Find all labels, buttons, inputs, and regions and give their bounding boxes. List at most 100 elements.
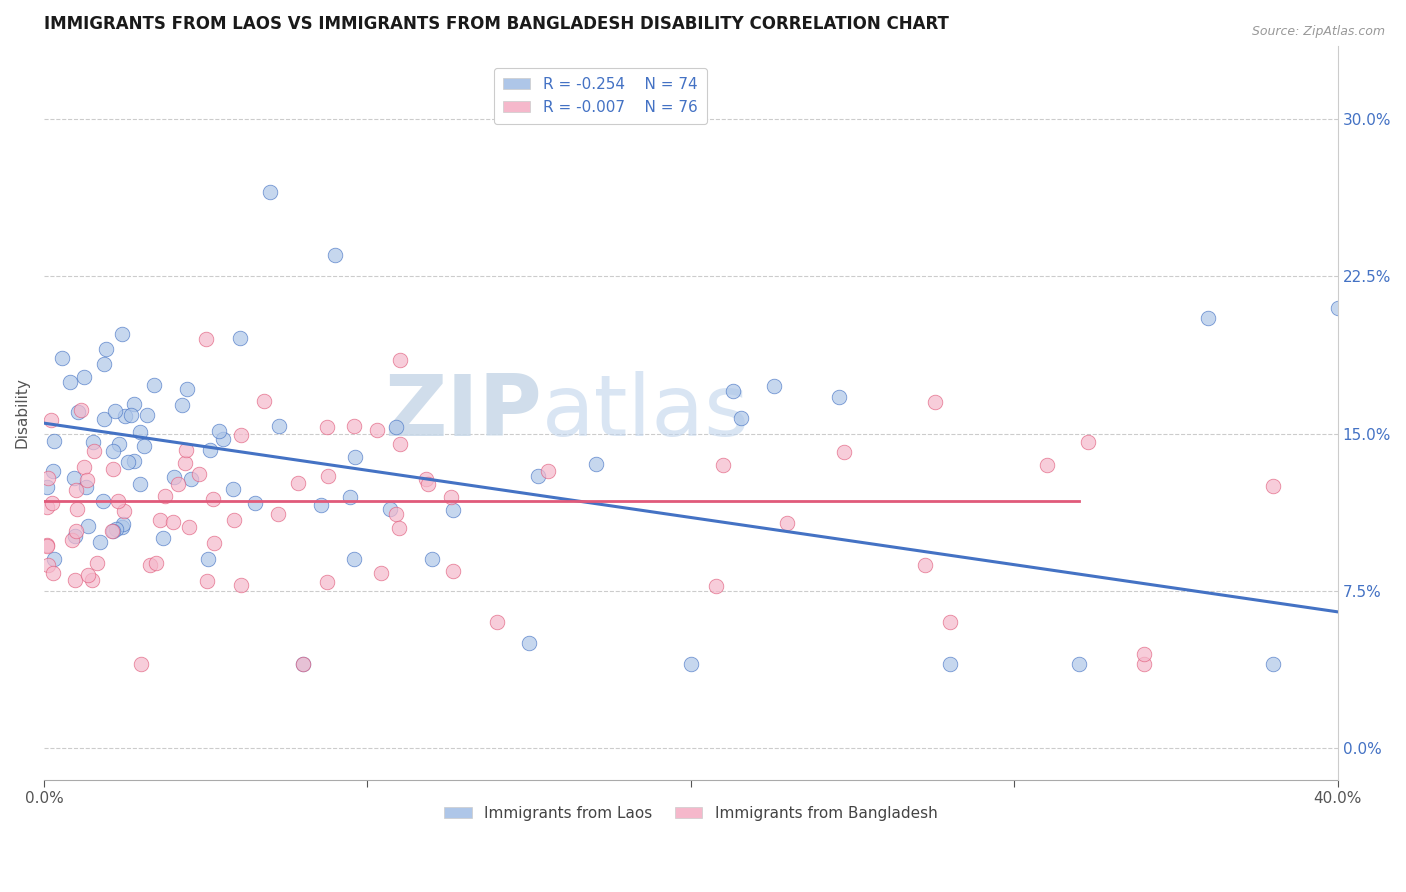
Point xyxy=(167,477,190,491)
Point xyxy=(679,657,702,672)
Point xyxy=(730,410,752,425)
Point xyxy=(938,657,960,672)
Point xyxy=(75,479,97,493)
Point xyxy=(152,531,174,545)
Point xyxy=(107,437,129,451)
Point xyxy=(1261,479,1284,493)
Point xyxy=(76,518,98,533)
Point xyxy=(135,408,157,422)
Point xyxy=(537,464,560,478)
Point xyxy=(122,454,145,468)
Point xyxy=(176,443,198,458)
Point xyxy=(914,558,936,573)
Y-axis label: Disability: Disability xyxy=(15,377,30,448)
Point xyxy=(112,517,135,532)
Point xyxy=(41,464,63,478)
Point xyxy=(177,520,200,534)
Point xyxy=(37,480,59,494)
Point xyxy=(762,379,785,393)
Point xyxy=(380,501,402,516)
Point xyxy=(104,404,127,418)
Point xyxy=(86,556,108,570)
Point xyxy=(162,515,184,529)
Point xyxy=(291,657,314,672)
Point xyxy=(101,443,124,458)
Point xyxy=(585,458,607,472)
Point xyxy=(107,493,129,508)
Point xyxy=(208,424,231,438)
Point xyxy=(832,445,855,459)
Point xyxy=(37,538,59,552)
Point xyxy=(202,535,225,549)
Point xyxy=(194,332,217,346)
Point xyxy=(443,564,465,578)
Point xyxy=(42,552,65,566)
Point xyxy=(180,473,202,487)
Point xyxy=(418,476,440,491)
Point xyxy=(1132,657,1154,672)
Point xyxy=(62,471,84,485)
Point xyxy=(267,507,290,521)
Point xyxy=(91,494,114,508)
Point xyxy=(343,450,366,465)
Point xyxy=(37,500,59,515)
Point xyxy=(259,186,281,200)
Point xyxy=(222,513,245,527)
Point xyxy=(1077,435,1099,450)
Point xyxy=(443,503,465,517)
Point xyxy=(104,522,127,536)
Point xyxy=(82,434,104,449)
Point xyxy=(101,524,124,538)
Point xyxy=(388,437,411,451)
Point xyxy=(65,524,87,538)
Point xyxy=(323,248,346,262)
Point xyxy=(384,420,406,434)
Point xyxy=(316,469,339,483)
Point xyxy=(174,456,197,470)
Point xyxy=(163,469,186,483)
Point xyxy=(415,472,437,486)
Point xyxy=(440,490,463,504)
Point xyxy=(385,507,408,521)
Point xyxy=(42,566,65,581)
Point xyxy=(128,425,150,440)
Point xyxy=(202,492,225,507)
Point xyxy=(315,574,337,589)
Point xyxy=(188,467,211,481)
Point xyxy=(149,513,172,527)
Point xyxy=(222,482,245,496)
Point xyxy=(176,382,198,396)
Point xyxy=(212,432,235,446)
Text: Source: ZipAtlas.com: Source: ZipAtlas.com xyxy=(1251,25,1385,38)
Point xyxy=(229,577,252,591)
Point xyxy=(343,552,366,566)
Point xyxy=(117,455,139,469)
Point xyxy=(59,375,82,389)
Text: ZIP: ZIP xyxy=(384,371,541,454)
Point xyxy=(1067,657,1090,672)
Point xyxy=(128,476,150,491)
Point xyxy=(114,504,136,518)
Point xyxy=(66,502,89,516)
Legend: Immigrants from Laos, Immigrants from Bangladesh: Immigrants from Laos, Immigrants from Ba… xyxy=(439,800,943,827)
Point xyxy=(1261,657,1284,672)
Point xyxy=(517,636,540,650)
Point xyxy=(93,412,115,426)
Point xyxy=(1197,311,1219,326)
Point xyxy=(388,521,411,535)
Point xyxy=(197,552,219,566)
Point xyxy=(1035,458,1057,472)
Point xyxy=(63,529,86,543)
Point xyxy=(60,533,83,547)
Point xyxy=(103,524,125,538)
Point xyxy=(41,496,63,510)
Point xyxy=(195,574,218,588)
Point xyxy=(73,370,96,384)
Text: IMMIGRANTS FROM LAOS VS IMMIGRANTS FROM BANGLADESH DISABILITY CORRELATION CHART: IMMIGRANTS FROM LAOS VS IMMIGRANTS FROM … xyxy=(44,15,949,33)
Point xyxy=(243,495,266,509)
Point xyxy=(44,434,66,448)
Point xyxy=(65,483,87,498)
Point xyxy=(316,420,339,434)
Point xyxy=(370,566,392,580)
Point xyxy=(142,377,165,392)
